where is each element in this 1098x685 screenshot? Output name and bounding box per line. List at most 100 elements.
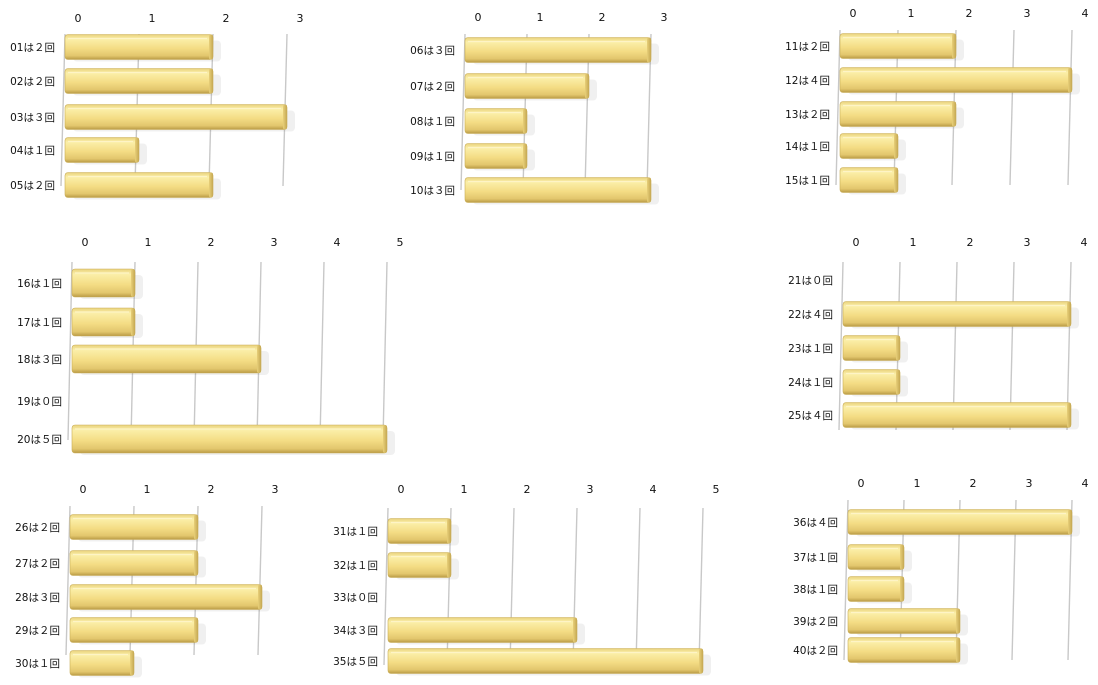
category-label: 12は４回 — [785, 75, 830, 87]
gridline — [835, 29, 841, 186]
chart-panel-8: 0 1 2 3 4 36は４回 37は１回 38は１回 39は２回 40は２回 — [793, 477, 1089, 665]
x-tick-label: 1 — [914, 477, 921, 490]
gridline — [952, 261, 958, 431]
bar-end-cap — [209, 172, 213, 198]
x-tick-label: 1 — [908, 7, 915, 20]
category-label: 13は２回 — [785, 109, 830, 121]
x-tick-label: 1 — [149, 12, 156, 25]
category-label: 34は３回 — [333, 625, 378, 637]
category-label: 31は１回 — [333, 526, 378, 538]
bar-end-cap — [894, 167, 898, 193]
bar-end-cap — [447, 518, 451, 544]
gridline — [60, 33, 66, 187]
category-label: 25は４回 — [788, 410, 833, 422]
bar-end-cap — [699, 648, 703, 674]
bar-end-cap — [896, 369, 900, 395]
gridline — [383, 507, 389, 666]
x-tick-label: 4 — [334, 236, 341, 249]
x-tick-label: 0 — [858, 477, 865, 490]
category-label: 05は２回 — [10, 180, 55, 192]
bar-end-cap — [952, 101, 956, 127]
gridline — [843, 499, 849, 661]
bar-end-cap — [194, 617, 198, 643]
x-tick-label: 2 — [966, 7, 973, 20]
bar-end-cap — [131, 269, 135, 297]
gridline — [257, 505, 263, 656]
gridline — [1067, 29, 1073, 186]
bar-end-cap — [209, 34, 213, 60]
category-label: 08は１回 — [410, 116, 455, 128]
x-tick-label: 0 — [853, 236, 860, 249]
bar-end-cap — [956, 608, 960, 634]
gridline — [635, 507, 641, 666]
bar-end-cap — [523, 108, 527, 134]
x-tick-label: 0 — [850, 7, 857, 20]
category-label: 17は１回 — [17, 317, 62, 329]
x-tick-label: 2 — [524, 483, 531, 496]
category-label: 38は１回 — [793, 584, 838, 596]
x-tick-label: 3 — [272, 483, 279, 496]
gridline — [382, 261, 388, 441]
x-tick-label: 4 — [1082, 477, 1089, 490]
bar-end-cap — [1067, 402, 1071, 428]
chart-panel-6: 0 1 2 3 26は２回 27は２回 28は３回 29は２回 30は１回 — [15, 483, 279, 678]
category-label: 20は５回 — [17, 434, 62, 446]
gridline — [838, 261, 844, 431]
gridline — [1009, 261, 1015, 431]
chart-panel-1: 0 1 2 3 01は２回 02は２回 03は３回 04は１回 05は２回 — [10, 12, 304, 200]
bar-end-cap — [894, 133, 898, 159]
category-label: 28は３回 — [15, 592, 60, 604]
bar-end-cap — [1068, 67, 1072, 93]
x-tick-label: 1 — [910, 236, 917, 249]
x-tick-label: 1 — [145, 236, 152, 249]
x-tick-label: 2 — [208, 236, 215, 249]
bar-end-cap — [209, 68, 213, 94]
x-tick-label: 3 — [587, 483, 594, 496]
bar-end-cap — [896, 335, 900, 361]
category-label: 21は０回 — [788, 275, 833, 287]
x-tick-label: 5 — [713, 483, 720, 496]
x-tick-label: 0 — [75, 12, 82, 25]
x-tick-label: 4 — [1081, 236, 1088, 249]
category-label: 18は３回 — [17, 354, 62, 366]
x-tick-label: 0 — [475, 11, 482, 24]
bar-end-cap — [257, 345, 261, 373]
x-tick-label: 3 — [297, 12, 304, 25]
x-tick-label: 4 — [650, 483, 657, 496]
category-label: 02は２回 — [10, 76, 55, 88]
bar-end-cap — [194, 550, 198, 576]
x-tick-label: 2 — [599, 11, 606, 24]
bar-end-cap — [647, 37, 651, 63]
x-tick-label: 3 — [1024, 236, 1031, 249]
category-label: 09は１回 — [410, 151, 455, 163]
bar-end-cap — [573, 617, 577, 643]
gridline — [67, 261, 73, 441]
bar-end-cap — [585, 73, 589, 99]
category-label: 27は２回 — [15, 558, 60, 570]
x-tick-label: 3 — [271, 236, 278, 249]
chart-panel-3: 0 1 2 3 4 11は２回 12は４回 13は２回 14は１回 15は１回 — [785, 7, 1089, 195]
bar-end-cap — [447, 552, 451, 578]
x-tick-label: 0 — [80, 483, 87, 496]
category-label: 35は５回 — [333, 656, 378, 668]
x-tick-label: 5 — [397, 236, 404, 249]
x-tick-label: 2 — [970, 477, 977, 490]
gridline — [1066, 261, 1072, 431]
x-tick-label: 2 — [223, 12, 230, 25]
category-label: 06は３回 — [410, 45, 455, 57]
bar-end-cap — [383, 425, 387, 453]
chart-panel-7: 0 1 2 3 4 5 31は１回 32は１回 33は０回 34は３回 35は５回 — [333, 483, 720, 676]
bar-end-cap — [194, 514, 198, 540]
gridline — [460, 33, 466, 191]
category-label: 03は３回 — [10, 112, 55, 124]
category-label: 15は１回 — [785, 175, 830, 187]
category-label: 10は３回 — [410, 185, 455, 197]
bar-end-cap — [135, 137, 139, 163]
bar-end-cap — [647, 177, 651, 203]
category-label: 32は１回 — [333, 560, 378, 572]
category-label: 04は１回 — [10, 145, 55, 157]
category-label: 37は１回 — [793, 552, 838, 564]
category-label: 19は０回 — [17, 396, 62, 408]
bar-end-cap — [523, 143, 527, 169]
